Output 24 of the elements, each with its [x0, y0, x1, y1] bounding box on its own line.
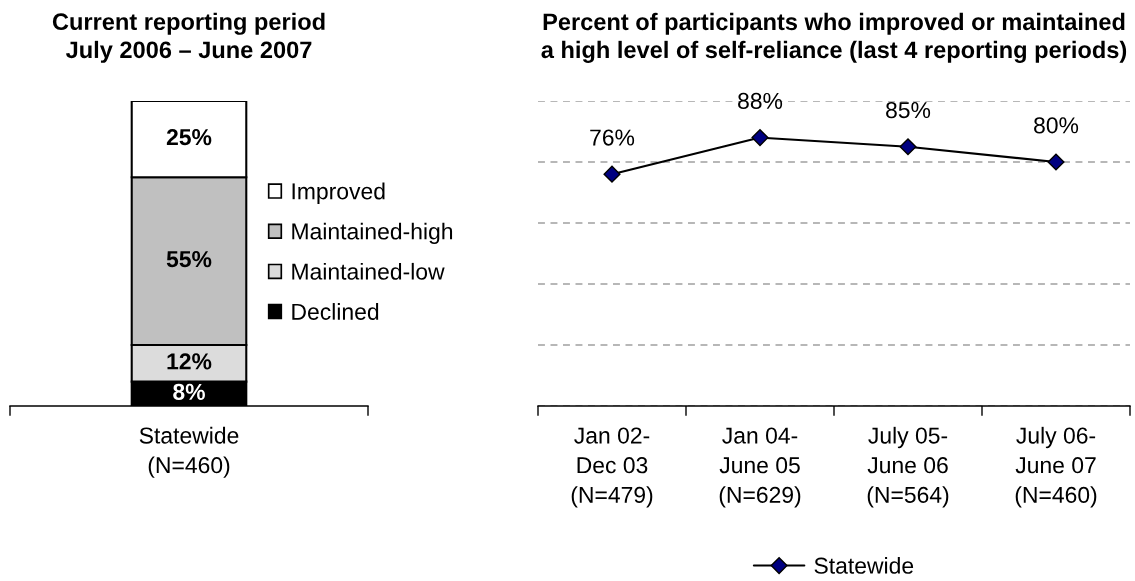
x-tick-label: Jan 02- Dec 03 (N=479) — [571, 427, 653, 508]
chart-title: Percent of participants who improved or maintained a high level of self-reliance (last 4 reporting periods) — [541, 12, 1127, 63]
data-label: 85% — [886, 101, 931, 119]
data-label: 25% — [166, 129, 212, 146]
legend-label: Maintained-high — [292, 222, 453, 245]
point — [751, 129, 769, 147]
x-tick-label: July 06- June 07 (N=460) — [1015, 426, 1097, 508]
data-label: 12% — [167, 353, 212, 370]
point — [603, 165, 621, 183]
data-label: 8% — [173, 383, 205, 400]
legend-label: Improved — [292, 182, 385, 204]
chart-title: Current reporting period July 2006 – June 2007 — [52, 12, 325, 63]
legend-label: Maintained-low — [292, 262, 445, 280]
x-tick-label: Statewide (N=460) — [139, 426, 239, 478]
point — [899, 138, 917, 156]
x-tick-label: July 05- June 06 (N=564) — [867, 426, 949, 508]
data-label: 88% — [738, 92, 783, 110]
x-tick-label: Jan 04- June 05 (N=629) — [719, 427, 801, 508]
data-label: 80% — [1034, 117, 1079, 134]
point — [1047, 153, 1065, 171]
legend-label: Declined — [292, 303, 379, 320]
data-label: 55% — [166, 251, 212, 268]
legend-label: Statewide — [814, 556, 914, 574]
data-label: 76% — [590, 129, 635, 146]
